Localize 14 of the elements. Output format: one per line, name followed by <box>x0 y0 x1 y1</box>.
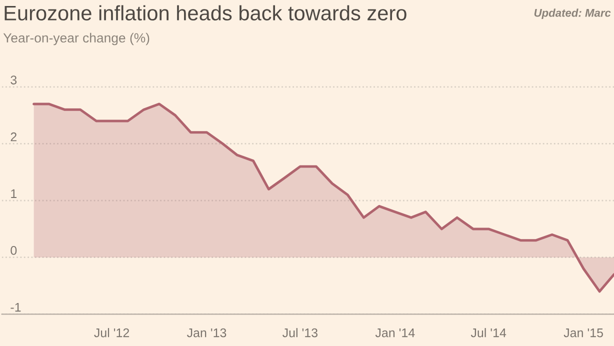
x-tick-label: Jan '15 <box>564 328 603 338</box>
y-tick-label: 0 <box>10 246 17 255</box>
annotation: Updated: Marc <box>534 8 611 20</box>
x-tick-label: Jan '13 <box>186 328 226 338</box>
x-tick-label: Jul '12 <box>94 328 130 338</box>
text: Year-on-year change (%) <box>3 32 150 46</box>
x-tick-label: Jul '14 <box>470 328 506 338</box>
chart-title: Eurozone inflation heads back towards zero <box>4 5 406 20</box>
x-tick-label: Jan '14 <box>375 328 415 338</box>
y-tick-label: 2 <box>10 132 16 142</box>
y-tick-label: -1 <box>10 302 21 312</box>
y-tick-label: 1 <box>11 189 17 198</box>
y-tick-label: 3 <box>10 76 17 84</box>
x-tick-label: Jul '13 <box>282 328 318 338</box>
